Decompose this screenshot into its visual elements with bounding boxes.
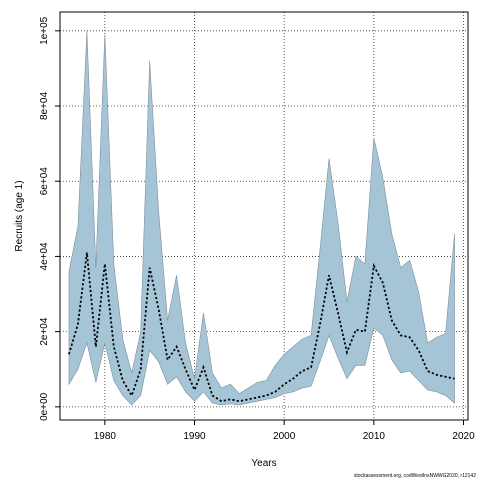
x-tick-label-2: 2000 (273, 431, 296, 442)
y-tick-label-1: 2e+04 (39, 317, 50, 346)
x-tick-label-3: 2010 (363, 431, 386, 442)
y-tick-label-5: 1e+05 (39, 16, 50, 45)
confidence-bands (68, 30, 455, 406)
y-axis: 0e+00 2e+04 4e+04 6e+04 8e+04 1e+05 (39, 16, 60, 421)
x-axis: 1980 1990 2000 2010 2020 (94, 420, 475, 442)
confidence-band (68, 30, 455, 406)
x-axis-title: Years (251, 458, 276, 469)
y-tick-label-0: 0e+00 (39, 392, 50, 421)
y-tick-label-3: 6e+04 (39, 167, 50, 196)
y-axis-title: Recruits (age 1) (14, 180, 25, 251)
footer-credit: stockassessment.org, codWestInsNWWG2020,… (354, 473, 476, 479)
x-tick-label-1: 1990 (183, 431, 206, 442)
x-tick-label-0: 1980 (94, 431, 117, 442)
x-tick-label-4: 2020 (452, 431, 475, 442)
y-tick-label-2: 4e+04 (39, 242, 50, 271)
plot-frame (59, 11, 469, 421)
y-tick-label-4: 8e+04 (39, 92, 50, 121)
